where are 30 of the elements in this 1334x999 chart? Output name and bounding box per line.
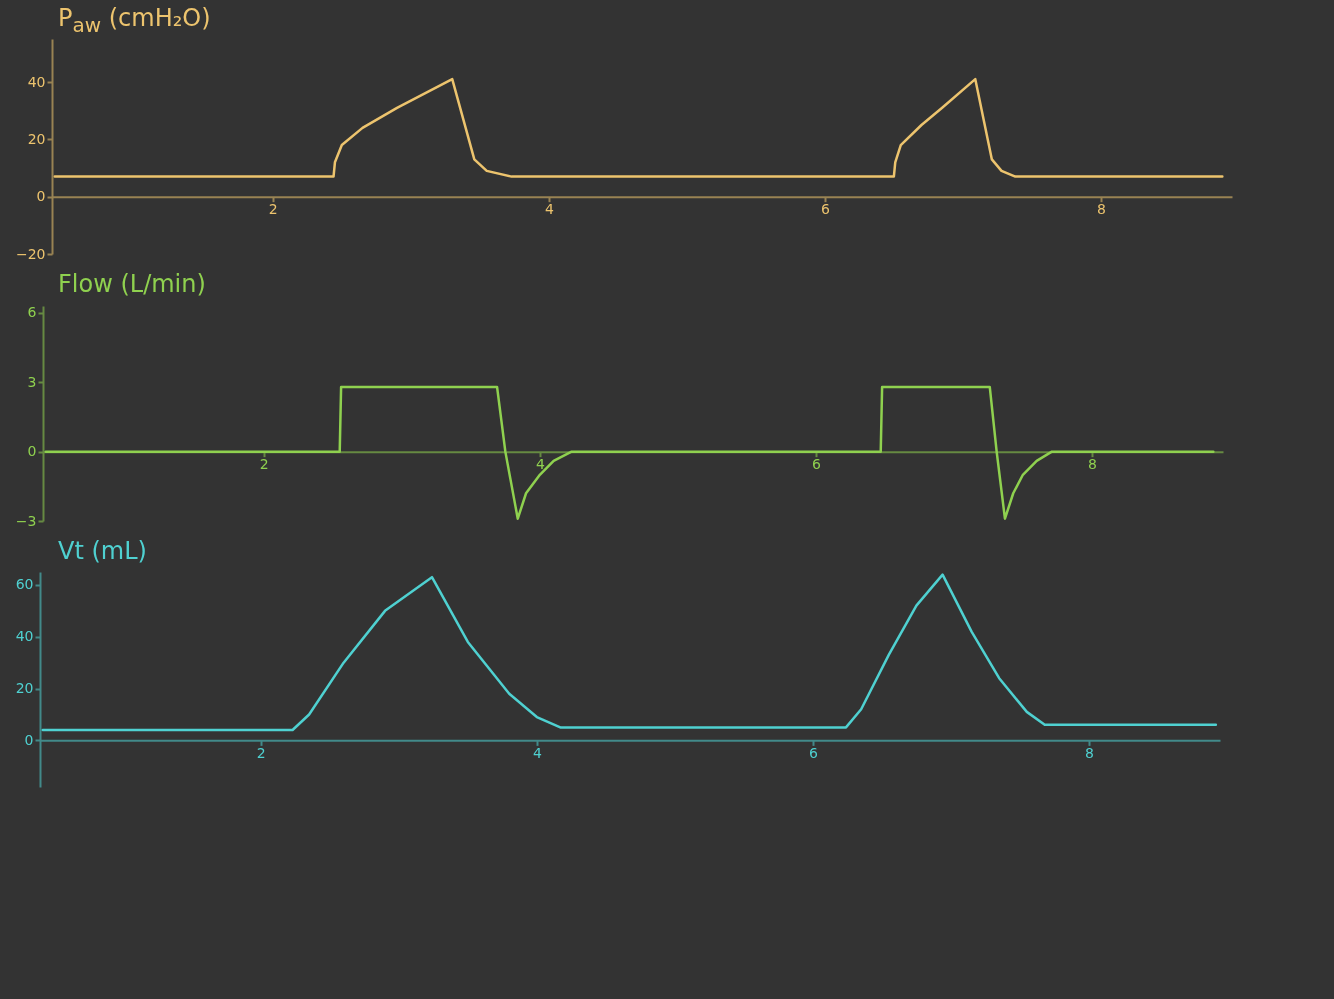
x-tick-label: 8 (1087, 456, 1097, 473)
y-axis-title: P$_{aw}$ (cmH₂O) (58, 4, 212, 37)
x-tick-label: 8 (1084, 744, 1094, 761)
line-series (44, 385, 1215, 520)
y-tick-label: 40 (15, 628, 34, 645)
y-tick-label: 60 (15, 576, 34, 593)
x-tick-label: 4 (532, 744, 542, 761)
y-tick-label: 0 (36, 188, 46, 205)
y-tick-label: 3 (27, 373, 37, 390)
x-tick-label: 4 (544, 201, 554, 218)
y-tick-label: 6 (27, 304, 37, 321)
line-series (53, 77, 1224, 178)
y-tick-label: 20 (27, 130, 46, 147)
x-tick-label: 6 (820, 201, 830, 218)
x-tick-label: 6 (811, 456, 821, 473)
x-tick-label: 6 (808, 744, 818, 761)
x-tick-label: 8 (1096, 201, 1106, 218)
x-tick-label: 2 (268, 201, 278, 218)
y-tick-label: 0 (24, 731, 34, 748)
x-tick-label: 2 (256, 744, 266, 761)
y-tick-label: −3 (15, 512, 37, 529)
x-tick-label: 4 (535, 456, 545, 473)
y-tick-label: 0 (27, 443, 37, 460)
y-tick-label: −20 (15, 245, 46, 262)
y-tick-label: 20 (15, 680, 34, 697)
y-axis-title: Vt (mL) (58, 537, 148, 567)
y-tick-label: 40 (27, 73, 46, 90)
x-tick-label: 2 (259, 456, 269, 473)
y-axis-title: Flow (L/min) (58, 270, 207, 300)
line-series (41, 573, 1218, 732)
